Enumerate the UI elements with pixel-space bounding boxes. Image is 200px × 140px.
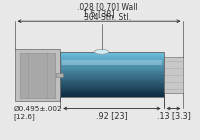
Bar xyxy=(60,75,164,77)
Bar xyxy=(60,68,164,69)
Bar xyxy=(60,56,164,58)
Bar xyxy=(56,73,63,77)
Bar xyxy=(60,90,164,91)
Bar xyxy=(60,81,164,82)
Bar xyxy=(60,96,164,97)
Bar xyxy=(60,71,164,72)
Bar xyxy=(60,83,164,85)
Text: 1.5 [38]: 1.5 [38] xyxy=(83,9,115,18)
Bar xyxy=(60,66,164,68)
Bar xyxy=(60,63,164,64)
Bar xyxy=(60,60,164,61)
Bar xyxy=(60,72,164,73)
Bar xyxy=(164,57,183,93)
Bar xyxy=(60,74,164,76)
Text: .028 [0.70] Wall
304 Stn. Stl.: .028 [0.70] Wall 304 Stn. Stl. xyxy=(77,2,138,22)
Bar xyxy=(60,88,164,89)
Bar xyxy=(60,87,164,88)
Bar xyxy=(60,80,164,81)
Bar xyxy=(60,59,164,60)
Bar xyxy=(60,92,164,94)
Bar xyxy=(62,60,162,65)
Bar xyxy=(15,49,60,101)
Bar xyxy=(60,82,164,83)
Bar xyxy=(60,77,164,78)
Bar xyxy=(60,73,164,74)
Bar xyxy=(60,79,164,80)
Text: .92 [23]: .92 [23] xyxy=(96,111,128,120)
Bar xyxy=(60,70,164,71)
Bar xyxy=(60,61,164,62)
Bar xyxy=(60,58,164,59)
Bar xyxy=(60,69,164,70)
Bar xyxy=(60,64,164,66)
Bar xyxy=(60,89,164,90)
Bar xyxy=(60,78,164,79)
Bar xyxy=(60,91,164,92)
Bar xyxy=(60,84,164,86)
Ellipse shape xyxy=(94,49,109,54)
Bar xyxy=(60,54,164,55)
Bar xyxy=(60,53,164,54)
Bar xyxy=(60,94,164,96)
Text: .13 [3.3]: .13 [3.3] xyxy=(157,111,190,120)
Bar xyxy=(60,52,164,53)
Bar xyxy=(20,53,55,98)
Bar xyxy=(60,52,164,97)
Bar xyxy=(60,55,164,57)
Bar xyxy=(60,65,164,67)
Bar xyxy=(60,86,164,87)
Bar xyxy=(60,62,164,63)
Text: Ø0.495±.002
[12.6]: Ø0.495±.002 [12.6] xyxy=(14,106,62,120)
Bar xyxy=(60,93,164,95)
